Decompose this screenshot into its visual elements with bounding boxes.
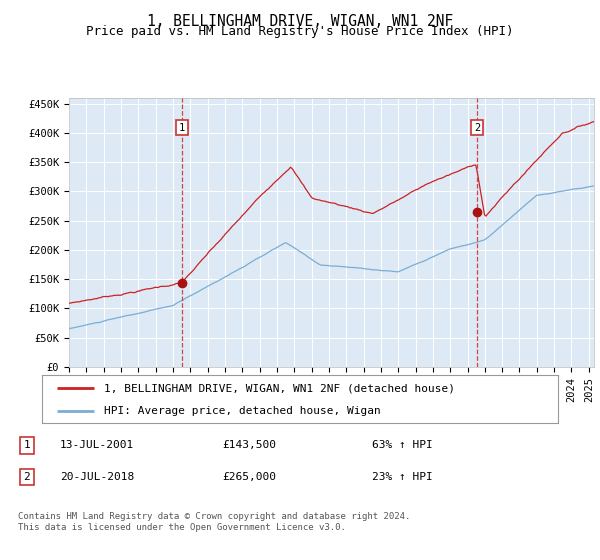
Text: 23% ↑ HPI: 23% ↑ HPI <box>372 472 433 482</box>
Text: £265,000: £265,000 <box>222 472 276 482</box>
Text: 1: 1 <box>179 123 185 133</box>
Text: Price paid vs. HM Land Registry's House Price Index (HPI): Price paid vs. HM Land Registry's House … <box>86 25 514 38</box>
Text: 20-JUL-2018: 20-JUL-2018 <box>60 472 134 482</box>
Text: 1, BELLINGHAM DRIVE, WIGAN, WN1 2NF (detached house): 1, BELLINGHAM DRIVE, WIGAN, WN1 2NF (det… <box>104 383 455 393</box>
Text: 63% ↑ HPI: 63% ↑ HPI <box>372 440 433 450</box>
Text: 2: 2 <box>474 123 480 133</box>
Text: Contains HM Land Registry data © Crown copyright and database right 2024.
This d: Contains HM Land Registry data © Crown c… <box>18 512 410 532</box>
Text: HPI: Average price, detached house, Wigan: HPI: Average price, detached house, Wiga… <box>104 406 380 416</box>
Text: 13-JUL-2001: 13-JUL-2001 <box>60 440 134 450</box>
Text: 1: 1 <box>23 440 31 450</box>
Text: 2: 2 <box>23 472 31 482</box>
Text: £143,500: £143,500 <box>222 440 276 450</box>
Text: 1, BELLINGHAM DRIVE, WIGAN, WN1 2NF: 1, BELLINGHAM DRIVE, WIGAN, WN1 2NF <box>147 14 453 29</box>
